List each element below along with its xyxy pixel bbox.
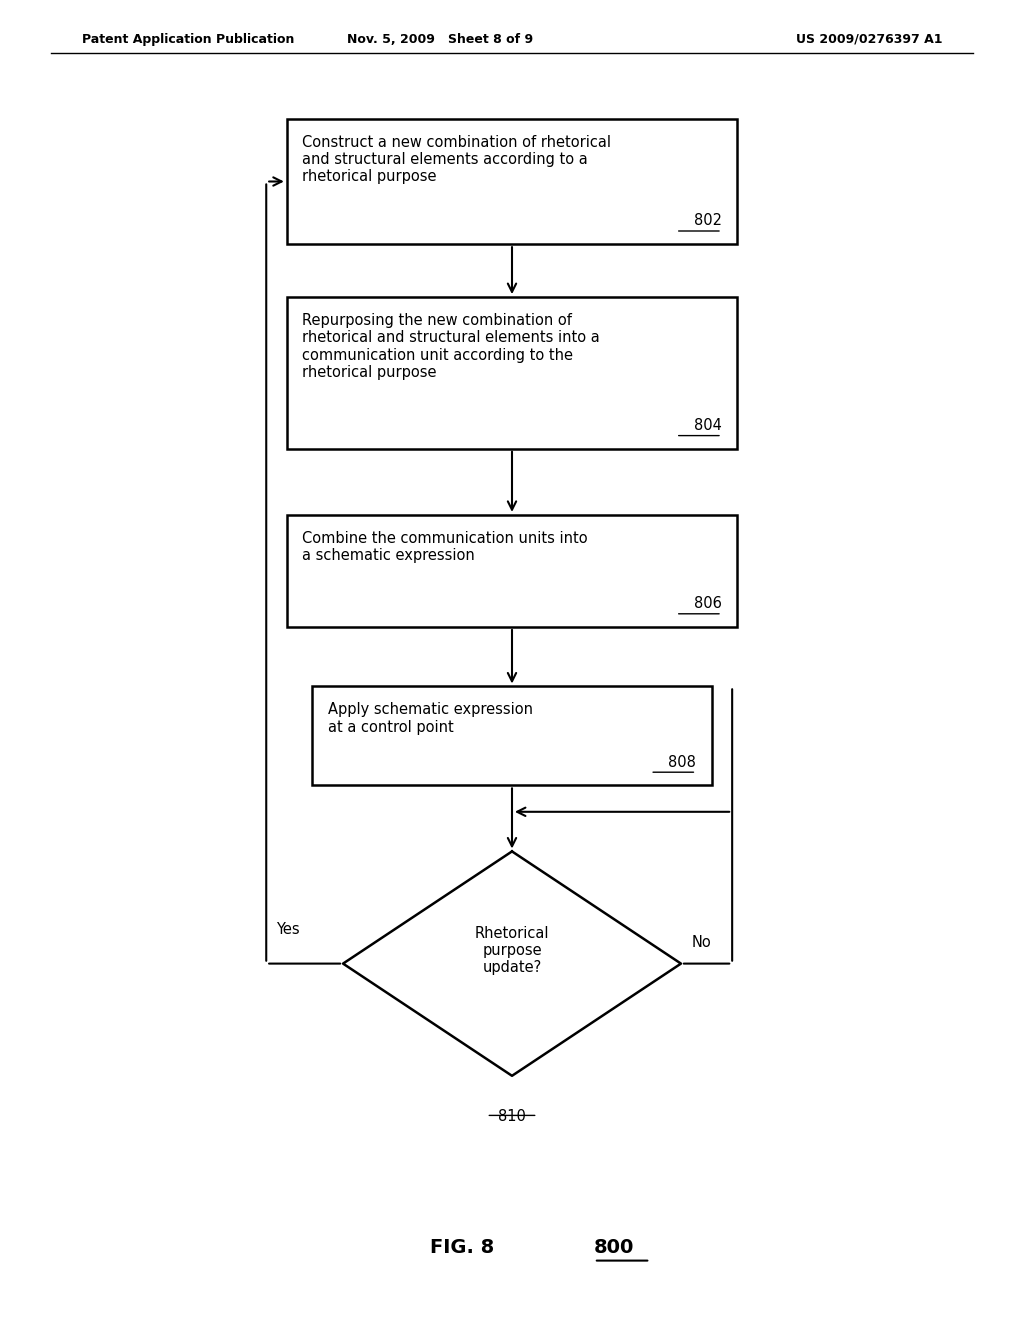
Text: US 2009/0276397 A1: US 2009/0276397 A1: [796, 33, 942, 46]
Text: Repurposing the new combination of
rhetorical and structural elements into a
com: Repurposing the new combination of rheto…: [302, 313, 600, 380]
Text: 802: 802: [694, 214, 722, 228]
Text: 800: 800: [594, 1238, 634, 1257]
FancyBboxPatch shape: [287, 297, 737, 449]
Text: Nov. 5, 2009   Sheet 8 of 9: Nov. 5, 2009 Sheet 8 of 9: [347, 33, 534, 46]
Text: Yes: Yes: [276, 923, 300, 937]
Text: No: No: [691, 936, 711, 950]
FancyBboxPatch shape: [287, 119, 737, 244]
Text: 808: 808: [669, 755, 696, 770]
Text: 804: 804: [694, 418, 722, 433]
Text: Combine the communication units into
a schematic expression: Combine the communication units into a s…: [302, 531, 588, 564]
Text: Rhetorical
purpose
update?: Rhetorical purpose update?: [475, 925, 549, 975]
FancyBboxPatch shape: [312, 686, 712, 785]
Text: Apply schematic expression
at a control point: Apply schematic expression at a control …: [328, 702, 532, 735]
Text: 806: 806: [694, 597, 722, 611]
Text: Construct a new combination of rhetorical
and structural elements according to a: Construct a new combination of rhetorica…: [302, 135, 611, 185]
Text: FIG. 8: FIG. 8: [430, 1238, 495, 1257]
FancyBboxPatch shape: [287, 515, 737, 627]
Text: 810: 810: [498, 1109, 526, 1123]
Text: Patent Application Publication: Patent Application Publication: [82, 33, 294, 46]
